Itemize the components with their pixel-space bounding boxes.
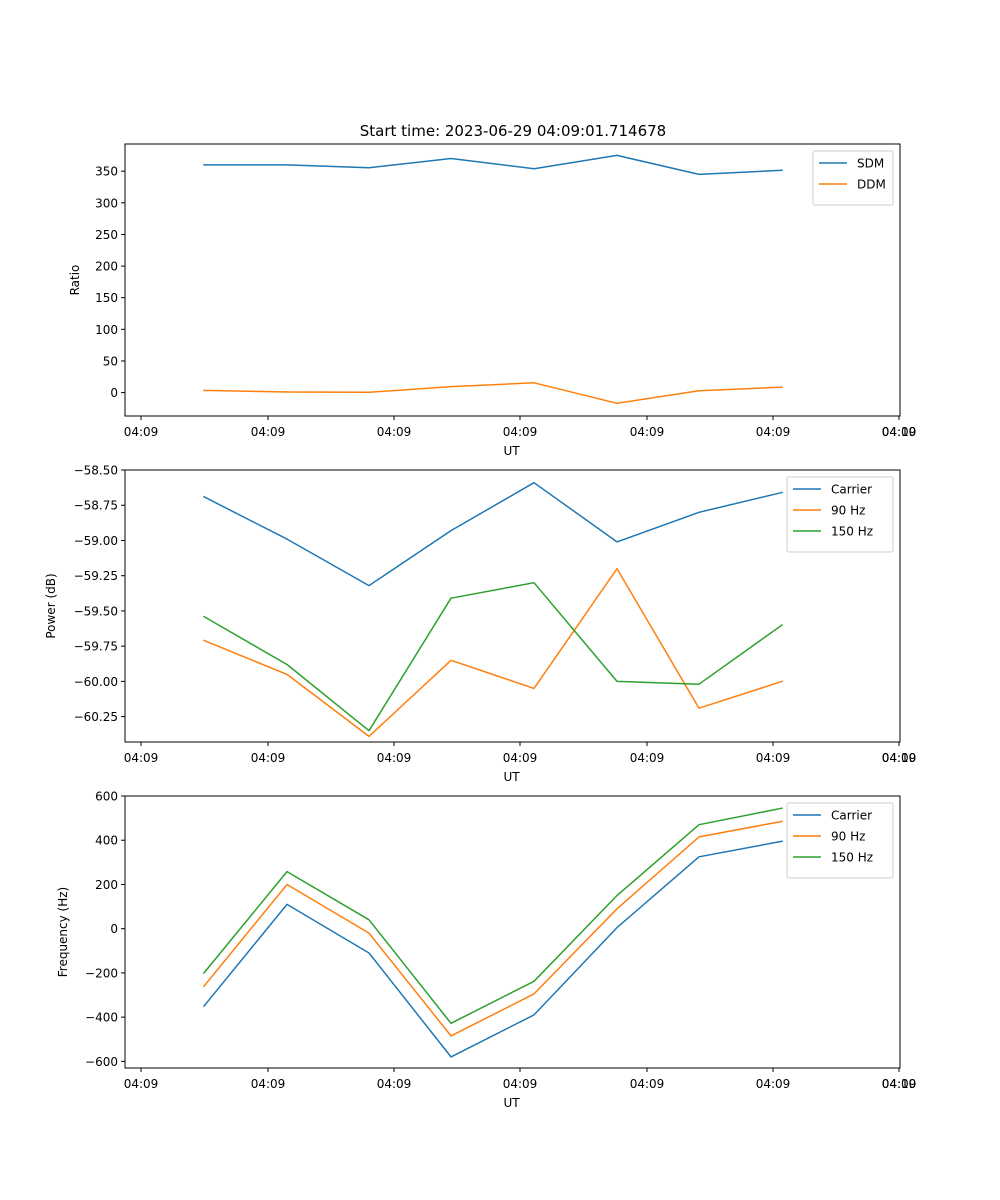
legend-label: 150 Hz (831, 525, 873, 539)
plot-area-frame (124, 143, 901, 417)
y-tick-label: 0 (110, 922, 118, 936)
figure-title: Start time: 2023-06-29 04:09:01.714678 (360, 122, 666, 140)
y-tick-label: 150 (95, 291, 118, 305)
legend-label: Carrier (831, 483, 872, 497)
y-tick-label: −600 (85, 1055, 118, 1069)
x-tick-label: 04:09 (377, 1077, 412, 1091)
x-axis-label: UT (503, 1096, 520, 1110)
x-tick-label: 04:10 (882, 425, 917, 439)
y-tick-label: −59.75 (74, 640, 118, 654)
legend: Carrier 90 Hz 150 Hz (786, 802, 894, 879)
y-tick-label: 200 (95, 260, 118, 274)
x-tick-label: 04:09 (756, 751, 791, 765)
y-axis-label: Ratio (68, 265, 82, 296)
y-tick-label: −59.50 (74, 604, 118, 618)
x-tick-label: 04:09 (377, 751, 412, 765)
y-tick-label: 50 (103, 354, 118, 368)
chart-panel-1: 0 50 100 150 200 250 300 350 04:09 04:09 04:09 04:0… (68, 143, 917, 458)
x-tick-label: 04:09 (630, 751, 665, 765)
x-tick-label: 04:10 (882, 751, 917, 765)
legend-label: 90 Hz (831, 830, 865, 844)
x-tick-label: 04:09 (882, 1077, 917, 1091)
x-tick-label: 04:09 (124, 425, 159, 439)
series-line-sdm (203, 154, 783, 176)
x-tick-label: 04:09 (251, 425, 286, 439)
legend-box (812, 150, 894, 206)
y-tick-label: −60.25 (74, 710, 118, 724)
series-line-150-hz (202, 807, 783, 1025)
y-tick-label: −58.75 (74, 499, 118, 513)
x-tick-label: 04:09 (630, 425, 665, 439)
y-tick-label: −59.25 (74, 569, 118, 583)
plot-area-frame (124, 469, 901, 743)
legend-box (786, 802, 894, 879)
x-tick-label: 04:09 (630, 1077, 665, 1091)
series-line-90-hz (203, 567, 783, 738)
legend-label: Carrier (831, 809, 872, 823)
x-tick-label: 04:09 (756, 1077, 791, 1091)
y-tick-label: 300 (95, 196, 118, 210)
x-tick-label: 04:09 (251, 1077, 286, 1091)
x-tick-label: 04:09 (882, 751, 917, 765)
x-tick-label: 04:09 (503, 751, 538, 765)
y-tick-label: 350 (95, 165, 118, 179)
y-tick-label: 600 (95, 790, 118, 804)
y-tick-label: −200 (85, 966, 118, 980)
y-tick-label: −59.00 (74, 534, 118, 548)
x-tick-label: 04:09 (124, 1077, 159, 1091)
x-tick-label: 04:09 (882, 425, 917, 439)
x-tick-label: 04:10 (882, 1077, 917, 1091)
x-tick-label: 04:09 (503, 1077, 538, 1091)
series-line-150-hz (202, 581, 784, 732)
y-tick-label: −400 (85, 1011, 118, 1025)
chart-panel-2: −58.50 −58.75 −59.00 −59.25 −59.50 −59.75 −60.… (44, 464, 916, 785)
x-tick-label: 04:09 (756, 425, 791, 439)
y-tick-label: 200 (95, 878, 118, 892)
x-tick-label: 04:09 (503, 425, 538, 439)
series-line-90-hz (202, 820, 783, 1037)
series-line-ddm (203, 382, 783, 405)
y-tick-label: 400 (95, 834, 118, 848)
legend-label: DDM (857, 178, 886, 192)
x-axis-label: UT (503, 770, 520, 784)
y-tick-label: 100 (95, 323, 118, 337)
x-axis-label: UT (503, 444, 520, 458)
legend: SDM DDM (812, 150, 894, 206)
series-line-carrier (202, 840, 783, 1058)
y-axis-label: Power (dB) (44, 573, 58, 638)
y-tick-label: 0 (110, 386, 118, 400)
legend-label: SDM (857, 157, 884, 171)
legend-label: 150 Hz (831, 851, 873, 865)
x-tick-label: 04:09 (377, 425, 412, 439)
y-tick-label: −60.00 (74, 675, 118, 689)
legend-box (786, 476, 894, 553)
y-tick-label: 250 (95, 228, 118, 242)
y-axis-label: Frequency (Hz) (56, 887, 70, 978)
plot-area-frame (124, 795, 901, 1069)
series-line-carrier (202, 481, 783, 587)
x-tick-label: 04:09 (251, 751, 286, 765)
legend-label: 90 Hz (831, 504, 865, 518)
legend: Carrier 90 Hz 150 Hz (786, 476, 894, 553)
x-tick-label: 04:09 (124, 751, 159, 765)
y-tick-label: −58.50 (74, 464, 118, 478)
